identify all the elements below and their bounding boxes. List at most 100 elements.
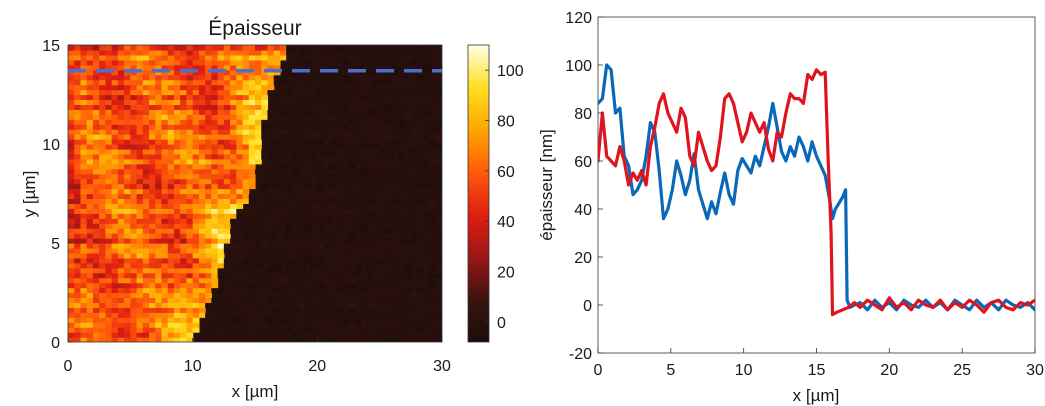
heatmap-cell <box>180 89 188 96</box>
heatmap-cell <box>155 109 163 115</box>
heatmap-cell <box>217 213 225 219</box>
heatmap-cell <box>217 218 225 224</box>
heatmap-cell <box>211 228 219 234</box>
heatmap-cell <box>124 163 131 170</box>
heatmap-cell <box>180 129 188 135</box>
heatmap-cell <box>68 292 75 299</box>
heatmap-cell <box>248 104 256 110</box>
heatmap-cell <box>130 243 138 249</box>
heatmap-cell <box>173 208 181 214</box>
heatmap-cell <box>323 94 331 101</box>
heatmap-cell <box>385 337 393 342</box>
heatmap-cell <box>236 198 244 204</box>
heatmap-cell <box>392 79 399 86</box>
heatmap-cell <box>261 238 269 244</box>
heatmap-cell <box>248 297 256 303</box>
heatmap-cell <box>86 228 94 234</box>
heatmap-cell <box>105 119 113 125</box>
heatmap-cell <box>279 243 287 249</box>
heatmap-cell <box>136 198 144 204</box>
heatmap-cell <box>173 158 181 165</box>
heatmap-cell <box>124 302 131 308</box>
heatmap-cell <box>410 183 418 190</box>
heatmap-cell <box>385 109 393 115</box>
heatmap-cell <box>155 247 163 254</box>
heatmap-cell <box>348 193 356 200</box>
heatmap-cell <box>74 252 82 259</box>
heatmap-cell <box>136 297 144 303</box>
heatmap-cell <box>423 173 431 180</box>
heatmap-cell <box>317 183 325 190</box>
heatmap-cell <box>273 307 281 313</box>
heatmap-cell <box>286 153 293 160</box>
heatmap-cell <box>167 104 175 110</box>
heatmap-cell <box>74 99 82 105</box>
heatmap-cell <box>68 129 75 135</box>
heatmap-cell <box>180 247 188 254</box>
heatmap-cell <box>186 183 194 190</box>
heatmap-cell <box>74 109 82 115</box>
heatmap-cell <box>360 272 368 279</box>
heatmap-cell <box>198 312 206 318</box>
heatmap-cell <box>124 94 131 101</box>
heatmap-cell <box>74 173 82 180</box>
heatmap-cell <box>417 307 424 313</box>
heatmap-cell <box>149 327 156 333</box>
heatmap-cell <box>410 332 418 338</box>
heatmap-cell <box>180 238 188 244</box>
heatmap-cell <box>410 129 418 135</box>
heatmap-cell <box>317 158 325 165</box>
heatmap-cell <box>167 252 175 259</box>
heatmap-cell <box>105 302 113 308</box>
heatmap-cell <box>298 262 306 269</box>
heatmap-cell <box>198 168 206 175</box>
heatmap-cell <box>155 99 163 105</box>
heatmap-cell <box>373 218 381 224</box>
heatmap-cell <box>192 173 200 180</box>
heatmap-cell <box>217 267 225 274</box>
heatmap-cell <box>80 277 88 284</box>
heatmap-cell <box>329 168 337 175</box>
heatmap-cell <box>142 158 150 165</box>
heatmap-cell <box>267 317 275 323</box>
heatmap-cell <box>410 277 418 284</box>
heatmap-cell <box>136 153 144 160</box>
heatmap-cell <box>236 79 244 86</box>
heatmap-cell <box>130 163 138 170</box>
heatmap-cell <box>329 302 337 308</box>
heatmap-cell <box>155 148 163 155</box>
heatmap-cell <box>267 173 275 180</box>
heatmap-cell <box>367 163 375 170</box>
heatmap-cell <box>105 208 113 214</box>
heatmap-cell <box>267 277 275 284</box>
heatmap-cell <box>68 252 75 259</box>
heatmap-cell <box>242 168 250 175</box>
heatmap-cell <box>267 49 275 56</box>
heatmap-cell <box>167 238 175 244</box>
heatmap-cell <box>236 243 244 249</box>
heatmap-cell <box>255 89 262 96</box>
heatmap-cell <box>267 243 275 249</box>
heatmap-cell <box>404 317 412 323</box>
heatmap-cell <box>304 332 312 338</box>
heatmap-cell <box>155 228 163 234</box>
heatmap-cell <box>336 208 343 214</box>
heatmap-cell <box>167 74 175 81</box>
heatmap-cell <box>255 139 262 145</box>
heatmap-cell <box>410 337 418 342</box>
heatmap-cell <box>167 312 175 318</box>
heatmap-cell <box>117 94 125 101</box>
heatmap-cell <box>392 104 399 110</box>
heatmap-cell <box>180 193 188 200</box>
heatmap-cell <box>180 262 188 269</box>
heatmap-cell <box>186 228 194 234</box>
heatmap-cell <box>167 64 175 71</box>
heatmap-cell <box>205 317 212 323</box>
heatmap-cell <box>273 267 281 274</box>
heatmap-cell <box>136 208 144 214</box>
heatmap-cell <box>217 124 225 130</box>
heatmap-cell <box>223 54 231 61</box>
heatmap-cell <box>130 59 138 66</box>
heatmap-cell <box>273 238 281 244</box>
heatmap-cell <box>273 228 281 234</box>
